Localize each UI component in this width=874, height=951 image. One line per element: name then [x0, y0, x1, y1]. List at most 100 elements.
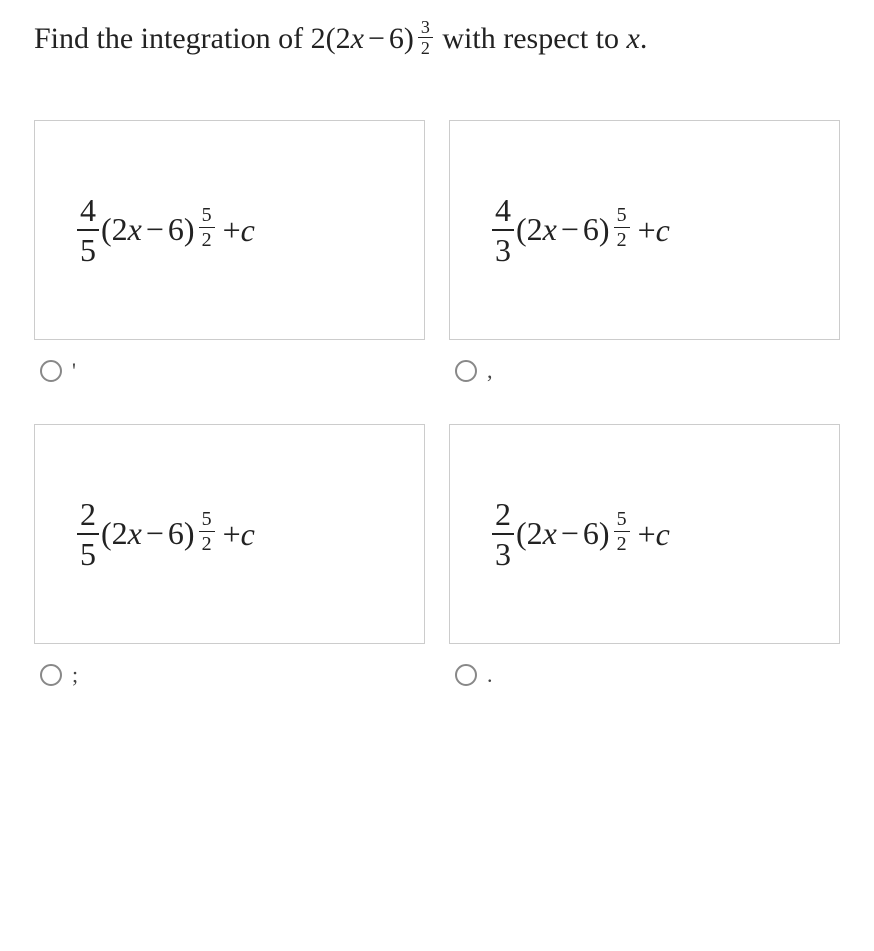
- coef-den: 3: [492, 538, 514, 570]
- frac-bar: [199, 531, 215, 532]
- option-power: (2x−6) 5 2: [516, 211, 632, 250]
- question-xvar: x: [627, 18, 640, 60]
- tail-plus: +: [638, 212, 656, 249]
- coef-frac: 4 3: [492, 194, 514, 266]
- option-4: 2 3 (2x−6) 5 2: [449, 424, 840, 688]
- inner-minus: −: [557, 515, 583, 552]
- lparen: (: [326, 22, 336, 55]
- frac-bar: [77, 229, 99, 231]
- inner-a: 2: [112, 211, 128, 247]
- option-power: (2x−6) 5 2: [516, 515, 632, 554]
- options-grid: 4 5 (2x−6) 5 2: [34, 120, 840, 688]
- inner-x: x: [128, 515, 142, 551]
- coef-num: 2: [492, 498, 514, 530]
- option-2: 4 3 (2x−6) 5 2: [449, 120, 840, 384]
- radio-icon[interactable]: [455, 664, 477, 686]
- rparen: ): [184, 515, 195, 551]
- lparen: (: [516, 211, 527, 247]
- question-period: .: [640, 18, 648, 60]
- inner-b: 6: [389, 22, 404, 55]
- coef-frac: 2 5: [77, 498, 99, 570]
- tail-plus: +: [223, 516, 241, 553]
- inner-b: 6: [583, 211, 599, 247]
- exp-frac: 5 2: [199, 205, 215, 250]
- coef-num: 4: [77, 194, 99, 226]
- frac-bar: [77, 533, 99, 535]
- rparen: ): [599, 515, 610, 551]
- option-expression: 4 5 (2x−6) 5 2: [75, 194, 255, 266]
- option-exponent: 5 2: [197, 205, 217, 250]
- option-expression: 2 3 (2x−6) 5 2: [490, 498, 670, 570]
- frac-bar: [492, 229, 514, 231]
- inner-minus: −: [364, 18, 389, 60]
- option-expression: 2 5 (2x−6) 5 2: [75, 498, 255, 570]
- option-card: 2 5 (2x−6) 5 2: [34, 424, 425, 644]
- tail-c: c: [241, 516, 255, 553]
- exp-den: 2: [614, 534, 630, 554]
- frac-bar: [492, 533, 514, 535]
- coef-num: 2: [77, 498, 99, 530]
- option-radio-row[interactable]: .: [449, 662, 840, 688]
- frac-bar: [199, 227, 215, 228]
- option-base: (2x−6): [516, 515, 610, 552]
- frac-bar: [614, 227, 630, 228]
- exp-den: 2: [199, 534, 215, 554]
- option-power: (2x−6) 5 2: [101, 515, 217, 554]
- exp-frac: 5 2: [614, 205, 630, 250]
- tail-c: c: [656, 212, 670, 249]
- question-coef: 2: [311, 18, 326, 60]
- exp-num: 5: [614, 509, 630, 529]
- tail-plus: +: [223, 212, 241, 249]
- inner-x: x: [543, 515, 557, 551]
- page: Find the integration of 2 (2x−6) 3 2 wit…: [0, 0, 874, 718]
- inner-minus: −: [557, 211, 583, 248]
- radio-icon[interactable]: [455, 360, 477, 382]
- option-radio-row[interactable]: ': [34, 358, 425, 384]
- inner-b: 6: [583, 515, 599, 551]
- inner-a: 2: [527, 211, 543, 247]
- inner-x: x: [128, 211, 142, 247]
- option-radio-row[interactable]: ,: [449, 358, 840, 384]
- option-base: (2x−6): [101, 211, 195, 248]
- exp-num: 5: [199, 509, 215, 529]
- inner-x: x: [351, 22, 364, 55]
- coef-frac: 4 5: [77, 194, 99, 266]
- option-1: 4 5 (2x−6) 5 2: [34, 120, 425, 384]
- radio-label: .: [487, 662, 493, 688]
- coef-num: 4: [492, 194, 514, 226]
- inner-a: 2: [527, 515, 543, 551]
- coef-den: 5: [77, 234, 99, 266]
- coef-frac: 2 3: [492, 498, 514, 570]
- option-exponent: 5 2: [612, 205, 632, 250]
- option-base: (2x−6): [516, 211, 610, 248]
- option-card: 2 3 (2x−6) 5 2: [449, 424, 840, 644]
- inner-a: 2: [112, 515, 128, 551]
- inner-b: 6: [168, 211, 184, 247]
- option-3: 2 5 (2x−6) 5 2: [34, 424, 425, 688]
- radio-icon[interactable]: [40, 664, 62, 686]
- exp-num: 5: [199, 205, 215, 225]
- option-exponent: 5 2: [612, 509, 632, 554]
- exp-num: 5: [614, 205, 630, 225]
- option-exponent: 5 2: [197, 509, 217, 554]
- lparen: (: [101, 211, 112, 247]
- option-radio-row[interactable]: ;: [34, 662, 425, 688]
- option-power: (2x−6) 5 2: [101, 211, 217, 250]
- question-expression: 2 (2x−6) 3 2: [311, 18, 435, 60]
- rparen: ): [184, 211, 195, 247]
- inner-minus: −: [142, 515, 168, 552]
- tail-c: c: [656, 516, 670, 553]
- exp-den: 2: [614, 230, 630, 250]
- option-base: (2x−6): [101, 515, 195, 552]
- exp-den: 2: [199, 230, 215, 250]
- option-expression: 4 3 (2x−6) 5 2: [490, 194, 670, 266]
- question-text: Find the integration of 2 (2x−6) 3 2 wit…: [34, 18, 840, 60]
- frac-bar: [614, 531, 630, 532]
- exp-den: 2: [418, 39, 433, 57]
- question-suffix: with respect to: [435, 18, 627, 60]
- exp-frac: 5 2: [614, 509, 630, 554]
- tail-plus: +: [638, 516, 656, 553]
- radio-icon[interactable]: [40, 360, 62, 382]
- option-card: 4 5 (2x−6) 5 2: [34, 120, 425, 340]
- radio-label: ,: [487, 358, 493, 384]
